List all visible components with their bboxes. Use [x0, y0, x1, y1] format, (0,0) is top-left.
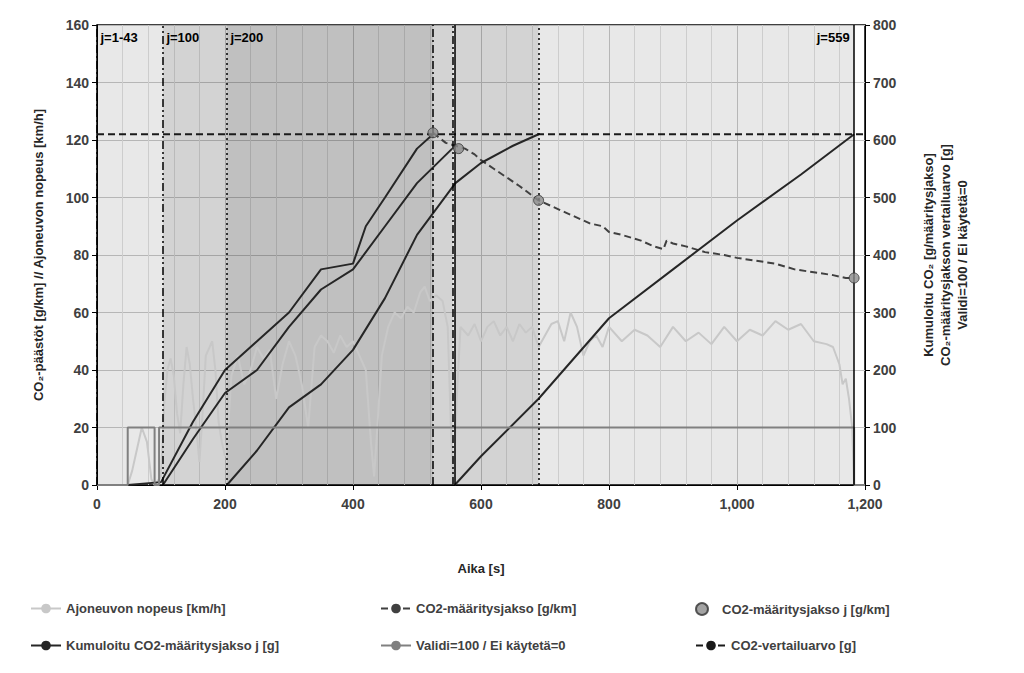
- svg-text:CO2-määritysjakso j [g/km]: CO2-määritysjakso j [g/km]: [722, 602, 890, 617]
- svg-text:Validi=100 / Ei käytetä=0: Validi=100 / Ei käytetä=0: [955, 180, 970, 330]
- svg-text:120: 120: [66, 132, 90, 148]
- svg-text:200: 200: [213, 496, 237, 512]
- svg-text:20: 20: [73, 420, 89, 436]
- svg-text:400: 400: [341, 496, 365, 512]
- svg-text:CO2-vertailuarvo [g]: CO2-vertailuarvo [g]: [731, 638, 856, 653]
- svg-text:j=1-43: j=1-43: [100, 30, 138, 45]
- svg-text:40: 40: [73, 362, 89, 378]
- svg-text:CO2-määritysjakso [g/km]: CO2-määritysjakso [g/km]: [416, 601, 576, 616]
- svg-text:200: 200: [873, 362, 897, 378]
- svg-text:700: 700: [873, 75, 897, 91]
- svg-text:500: 500: [873, 190, 897, 206]
- svg-text:j=100: j=100: [165, 30, 199, 45]
- svg-text:CO₂-määritysjakson vertailuarv: CO₂-määritysjakson vertailuarvo [g]: [938, 144, 953, 366]
- svg-text:1,000: 1,000: [719, 496, 754, 512]
- svg-text:0: 0: [93, 496, 101, 512]
- svg-text:j=200: j=200: [229, 30, 263, 45]
- svg-text:600: 600: [469, 496, 493, 512]
- svg-text:Kumuloitu CO2-määritysjakso j: Kumuloitu CO2-määritysjakso j [g]: [66, 638, 279, 653]
- svg-text:800: 800: [873, 17, 897, 33]
- svg-text:80: 80: [73, 247, 89, 263]
- svg-text:160: 160: [66, 17, 90, 33]
- svg-text:100: 100: [873, 420, 897, 436]
- svg-text:300: 300: [873, 305, 897, 321]
- svg-text:0: 0: [873, 477, 881, 493]
- svg-text:400: 400: [873, 247, 897, 263]
- svg-text:CO₂-päästöt [g/km] // Ajoneuvo: CO₂-päästöt [g/km] // Ajoneuvon nopeus […: [31, 109, 46, 401]
- svg-text:Validi=100 / Ei käytetä=0: Validi=100 / Ei käytetä=0: [416, 638, 566, 653]
- svg-text:600: 600: [873, 132, 897, 148]
- svg-text:1,200: 1,200: [847, 496, 882, 512]
- svg-text:Kumuloitu CO₂ [g/määritysjakso: Kumuloitu CO₂ [g/määritysjakso]: [921, 153, 936, 357]
- svg-text:60: 60: [73, 305, 89, 321]
- svg-text:Aika [s]: Aika [s]: [458, 561, 505, 576]
- svg-text:Ajoneuvon nopeus [km/h]: Ajoneuvon nopeus [km/h]: [66, 601, 226, 616]
- svg-text:0: 0: [81, 477, 89, 493]
- svg-text:j=559: j=559: [816, 30, 850, 45]
- svg-text:100: 100: [66, 190, 90, 206]
- svg-text:800: 800: [597, 496, 621, 512]
- svg-text:140: 140: [66, 75, 90, 91]
